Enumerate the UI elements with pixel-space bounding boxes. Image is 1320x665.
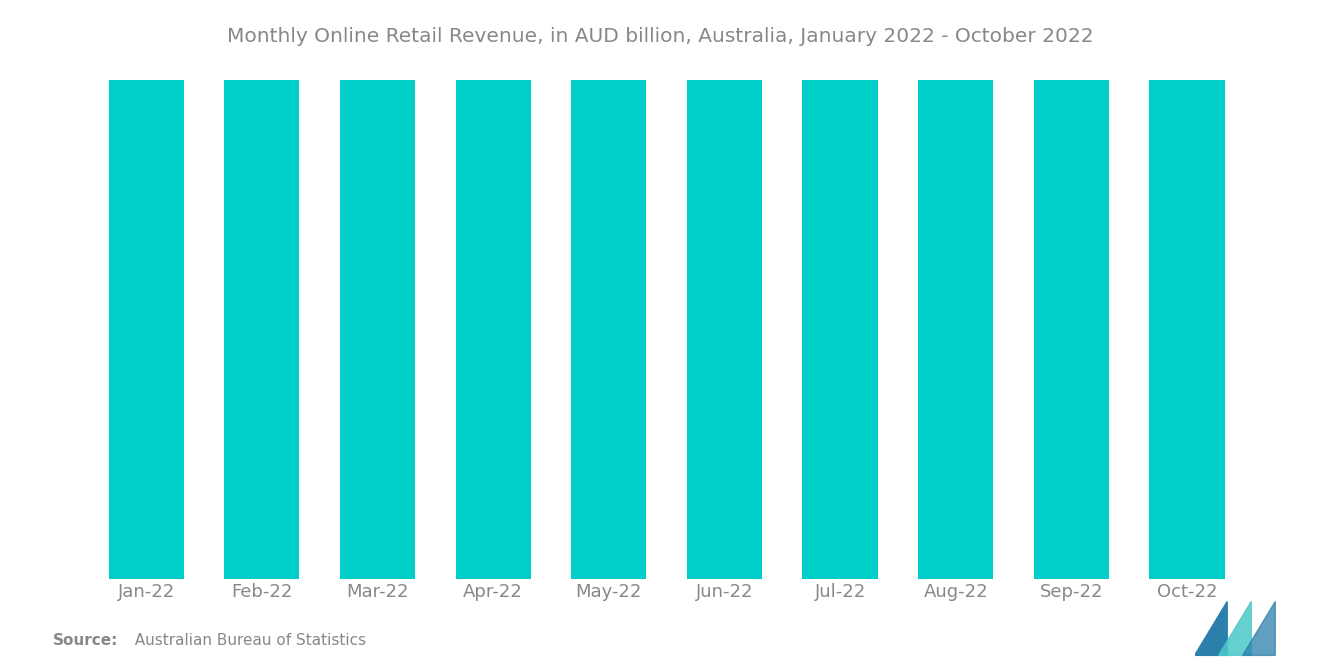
Bar xyxy=(803,0,878,579)
Text: Monthly Online Retail Revenue, in AUD billion, Australia, January 2022 - October: Monthly Online Retail Revenue, in AUD bi… xyxy=(227,27,1093,46)
Bar xyxy=(1150,0,1225,579)
Polygon shape xyxy=(1218,601,1251,656)
Bar xyxy=(686,0,762,579)
Text: Australian Bureau of Statistics: Australian Bureau of Statistics xyxy=(125,633,367,648)
Text: Source:: Source: xyxy=(53,633,119,648)
Bar xyxy=(224,0,300,579)
Bar xyxy=(339,0,414,579)
Polygon shape xyxy=(1195,601,1228,656)
Polygon shape xyxy=(1242,601,1275,656)
Bar xyxy=(455,0,531,579)
Bar xyxy=(572,0,647,579)
Bar xyxy=(108,0,183,579)
Bar xyxy=(1034,0,1109,579)
Bar xyxy=(919,0,994,579)
